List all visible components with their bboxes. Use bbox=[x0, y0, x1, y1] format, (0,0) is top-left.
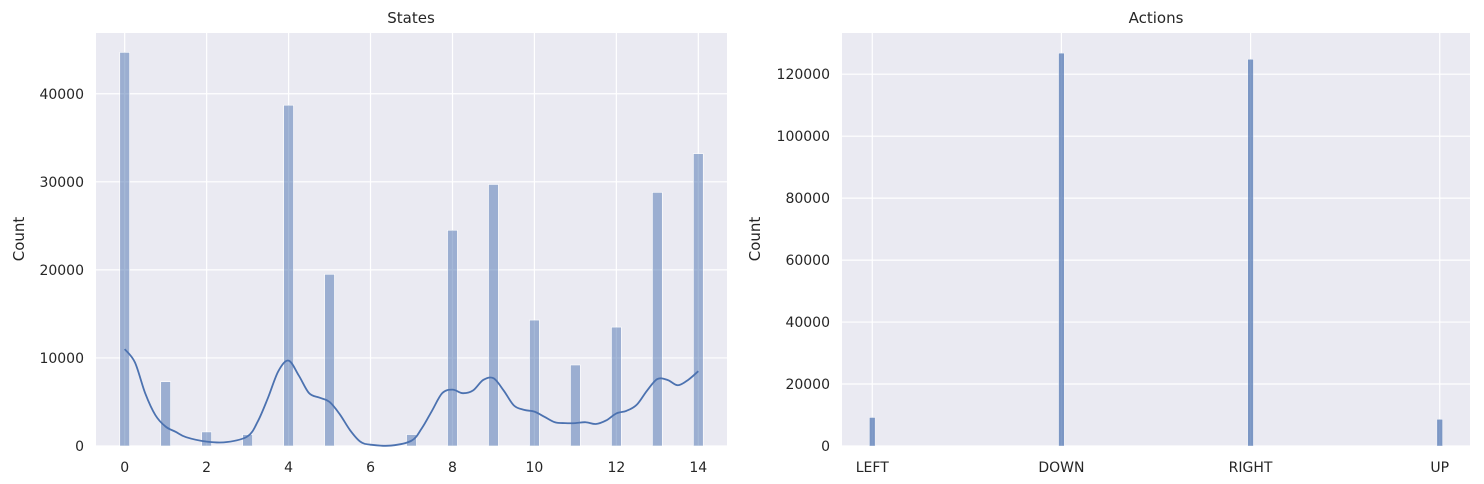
states-bar bbox=[611, 326, 622, 447]
states-bar bbox=[570, 364, 581, 447]
states-bar bbox=[693, 153, 704, 447]
actions-y-tick-label: 20000 bbox=[785, 377, 830, 393]
states-bar bbox=[324, 273, 335, 447]
states-bar bbox=[242, 434, 253, 447]
actions-x-tick-label: DOWN bbox=[1038, 460, 1084, 476]
actions-plot-area bbox=[842, 33, 1470, 446]
actions-x-tick-label: RIGHT bbox=[1229, 460, 1273, 476]
states-plot-area bbox=[96, 33, 727, 446]
states-bars bbox=[119, 52, 704, 447]
states-bar bbox=[283, 104, 294, 447]
actions-x-tick-label: LEFT bbox=[856, 460, 889, 476]
states-chart-title: States bbox=[387, 9, 435, 27]
states-x-tick-label: 14 bbox=[689, 460, 707, 476]
states-x-tick-label: 12 bbox=[607, 460, 625, 476]
states-x-tick-label: 2 bbox=[202, 460, 211, 476]
states-x-tick-label: 8 bbox=[448, 460, 457, 476]
states-bar bbox=[160, 381, 171, 447]
actions-y-tick-label: 60000 bbox=[785, 253, 830, 269]
states-x-tick-label: 10 bbox=[526, 460, 544, 476]
states-kde-line bbox=[123, 348, 699, 447]
states-y-tick-label: 10000 bbox=[39, 351, 84, 367]
actions-bar bbox=[1436, 419, 1443, 447]
states-bar bbox=[488, 184, 499, 447]
actions-y-tick-label: 120000 bbox=[777, 67, 830, 83]
states-bar bbox=[119, 52, 130, 447]
states-bar bbox=[652, 192, 663, 447]
states-x-tick-label: 4 bbox=[284, 460, 293, 476]
actions-bar bbox=[869, 417, 876, 447]
states-bar bbox=[529, 319, 540, 447]
actions-bars bbox=[869, 52, 1443, 447]
actions-y-tick-label: 80000 bbox=[785, 191, 830, 207]
actions-x-tick-label: UP bbox=[1430, 460, 1449, 476]
states-x-tick-label: 0 bbox=[120, 460, 129, 476]
states-bar bbox=[201, 431, 212, 447]
states-y-tick-label: 20000 bbox=[39, 263, 84, 279]
actions-y-ticks: 0 20000 40000 60000 80000 100000 120000 bbox=[777, 67, 830, 455]
actions-y-axis-label: Count bbox=[746, 217, 764, 262]
actions-grid bbox=[842, 33, 1470, 447]
states-y-axis-label: Count bbox=[10, 217, 28, 262]
states-y-ticks: 0 10000 20000 30000 40000 bbox=[39, 87, 84, 455]
states-y-tick-label: 40000 bbox=[39, 87, 84, 103]
states-x-tick-label: 6 bbox=[366, 460, 375, 476]
actions-chart-title: Actions bbox=[1129, 9, 1184, 27]
states-bar bbox=[447, 229, 458, 447]
states-chart-panel: 0 10000 20000 30000 40000 0 2 4 6 8 10 12 14 States… bbox=[10, 9, 727, 476]
states-x-ticks: 0 2 4 6 8 10 12 14 bbox=[120, 460, 707, 476]
actions-bar bbox=[1247, 59, 1254, 447]
states-y-tick-label: 0 bbox=[75, 439, 84, 455]
actions-y-tick-label: 100000 bbox=[777, 129, 830, 145]
actions-y-tick-label: 0 bbox=[821, 439, 830, 455]
actions-y-tick-label: 40000 bbox=[785, 315, 830, 331]
actions-x-ticks: LEFT DOWN RIGHT UP bbox=[856, 460, 1449, 476]
actions-bar bbox=[1058, 52, 1065, 447]
states-y-tick-label: 30000 bbox=[39, 175, 84, 191]
actions-chart-panel: 0 20000 40000 60000 80000 100000 120000 LEFT DO… bbox=[746, 9, 1470, 476]
